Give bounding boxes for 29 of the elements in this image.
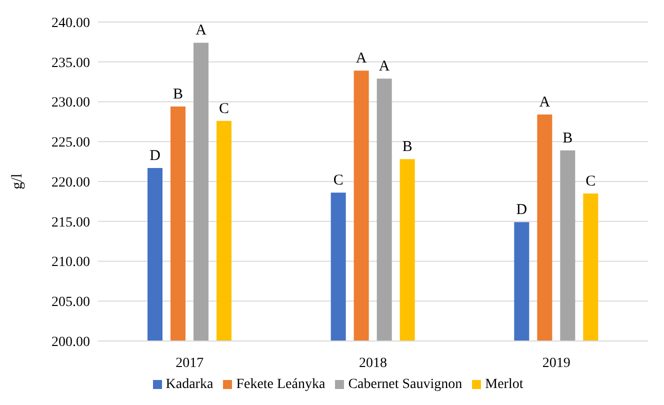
y-tick-label: 235.00: [52, 56, 90, 71]
y-axis-title: g/l: [9, 174, 26, 190]
data-label: A: [378, 58, 390, 75]
y-tick-label: 240.00: [52, 16, 90, 31]
x-tick-label: 2017: [176, 356, 204, 371]
y-tick-label: 200.00: [52, 334, 90, 350]
y-tick-label: 230.00: [52, 96, 90, 111]
legend-label: Fekete Leányka: [236, 377, 326, 392]
data-label: A: [539, 94, 550, 111]
data-label: C: [333, 172, 344, 189]
data-label: C: [218, 100, 230, 117]
data-label: B: [172, 86, 184, 103]
legend-label: Merlot: [485, 377, 524, 392]
data-label: D: [516, 202, 528, 218]
data-label: A: [196, 22, 207, 39]
data-label: C: [586, 173, 596, 190]
data-label: D: [150, 148, 161, 164]
legend-label: Kadarka: [166, 377, 214, 392]
data-label: B: [562, 130, 573, 146]
y-tick-label: 210.00: [52, 255, 90, 270]
y-tick-label: 215.00: [52, 215, 90, 230]
data-label: B: [402, 139, 412, 156]
data-label: A: [356, 50, 367, 67]
y-tick-label: 220.00: [52, 175, 90, 190]
x-tick-label: 2019: [542, 356, 570, 371]
y-tick-label: 205.00: [52, 295, 90, 310]
legend-label: Cabernet Sauvignon: [348, 377, 462, 392]
x-tick-label: 2018: [359, 356, 387, 371]
y-tick-label: 225.00: [52, 136, 90, 151]
